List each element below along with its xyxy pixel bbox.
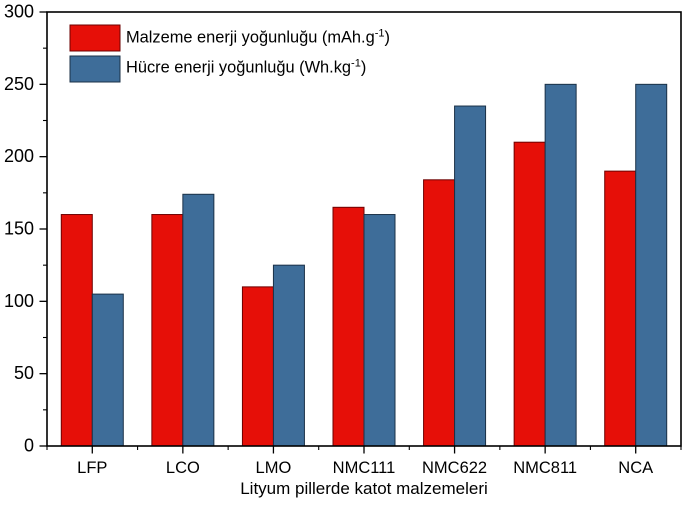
svg-text:NMC111: NMC111 xyxy=(333,459,396,477)
svg-text:100: 100 xyxy=(4,291,34,311)
svg-text:200: 200 xyxy=(4,146,34,166)
svg-text:LMO: LMO xyxy=(256,459,292,477)
svg-text:50: 50 xyxy=(14,363,34,383)
svg-text:150: 150 xyxy=(4,219,34,239)
svg-text:0: 0 xyxy=(24,436,34,456)
svg-text:NCA: NCA xyxy=(618,459,653,477)
svg-text:Hücre enerji yoğunluğu (Wh.kg-: Hücre enerji yoğunluğu (Wh.kg-1) xyxy=(126,58,366,77)
svg-text:LCO: LCO xyxy=(166,459,200,477)
svg-text:LFP: LFP xyxy=(77,459,107,477)
svg-text:Lityum pillerde katot malzemel: Lityum pillerde katot malzemeleri xyxy=(240,479,488,498)
svg-text:250: 250 xyxy=(4,74,34,94)
svg-text:NMC622: NMC622 xyxy=(422,459,487,477)
svg-text:NMC811: NMC811 xyxy=(513,459,577,477)
svg-text:300: 300 xyxy=(4,2,34,22)
svg-text:Malzeme enerji yoğunluğu (mAh.: Malzeme enerji yoğunluğu (mAh.g-1) xyxy=(126,28,390,47)
